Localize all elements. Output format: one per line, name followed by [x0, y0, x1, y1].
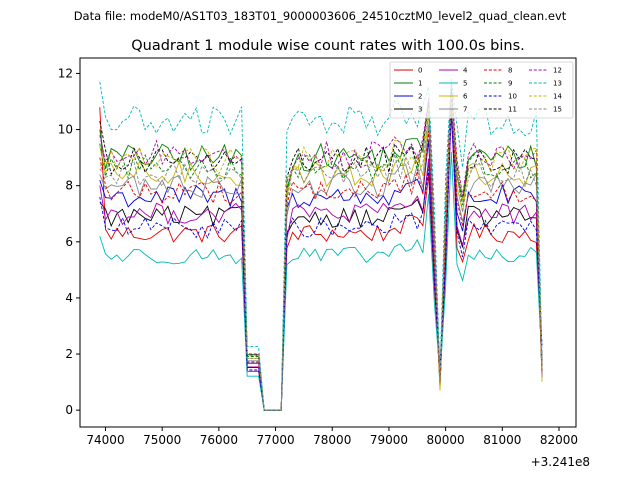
series-line-9 — [99, 81, 543, 411]
legend-label-10: 10 — [508, 93, 517, 101]
legend-label-2: 2 — [418, 93, 422, 101]
y-tick-label: 8 — [65, 179, 73, 193]
legend-label-11: 11 — [508, 106, 517, 114]
x-tick-label: 75000 — [143, 433, 181, 447]
legend-label-3: 3 — [418, 106, 422, 114]
x-tick-label: 81000 — [483, 433, 521, 447]
x-tick-label: 80000 — [427, 433, 465, 447]
y-tick-label: 4 — [65, 291, 73, 305]
series-line-11 — [99, 90, 543, 411]
legend-label-7: 7 — [463, 106, 467, 114]
series-line-2 — [99, 107, 543, 411]
axes-frame — [79, 57, 577, 428]
legend-label-6: 6 — [463, 93, 468, 101]
y-tick-label: 10 — [58, 123, 73, 137]
series-layer — [99, 78, 543, 411]
x-offset-label: +3.241e8 — [531, 455, 590, 469]
series-line-1 — [99, 90, 543, 411]
plot-area: 74000 75000 76000 77000 78000 79000 80000 81000… — [58, 57, 578, 447]
legend-label-14: 14 — [553, 93, 562, 101]
x-tick-label: 79000 — [370, 433, 408, 447]
series-line-10 — [99, 107, 543, 411]
series-line-15 — [99, 101, 543, 411]
x-tick-label: 82000 — [540, 433, 578, 447]
y-tick-label: 2 — [65, 347, 73, 361]
series-line-12 — [99, 84, 543, 411]
y-tick-label: 0 — [65, 403, 73, 417]
y-tick-label: 12 — [58, 66, 73, 80]
y-tick-label: 6 — [65, 235, 73, 249]
series-line-8 — [99, 90, 543, 411]
legend-label-1: 1 — [418, 80, 422, 88]
legend-label-9: 9 — [508, 80, 512, 88]
series-line-3 — [99, 101, 543, 411]
series-line-5 — [99, 151, 543, 411]
x-tick-label: 76000 — [200, 433, 238, 447]
chart-suptitle: Data file: modeM0/AS1T03_183T01_90000036… — [74, 9, 567, 23]
series-line-14 — [99, 95, 543, 411]
legend-label-4: 4 — [463, 67, 468, 75]
x-axis-ticks: 74000 75000 76000 77000 78000 79000 80000 81000… — [86, 427, 578, 447]
series-line-0 — [99, 95, 543, 411]
legend-box — [389, 61, 574, 119]
x-tick-label: 77000 — [256, 433, 294, 447]
legend-label-8: 8 — [508, 67, 512, 75]
chart-title: Quadrant 1 module wise count rates with … — [131, 38, 525, 54]
legend-label-5: 5 — [463, 80, 467, 88]
x-tick-label: 74000 — [86, 433, 124, 447]
legend-label-12: 12 — [553, 67, 562, 75]
legend-label-0: 0 — [418, 67, 422, 75]
legend-label-13: 13 — [553, 80, 562, 88]
legend-label-15: 15 — [553, 106, 562, 114]
x-tick-label: 78000 — [313, 433, 351, 447]
series-line-13 — [99, 78, 543, 411]
y-axis-ticks: 0 2 4 6 8 10 12 — [58, 66, 80, 417]
